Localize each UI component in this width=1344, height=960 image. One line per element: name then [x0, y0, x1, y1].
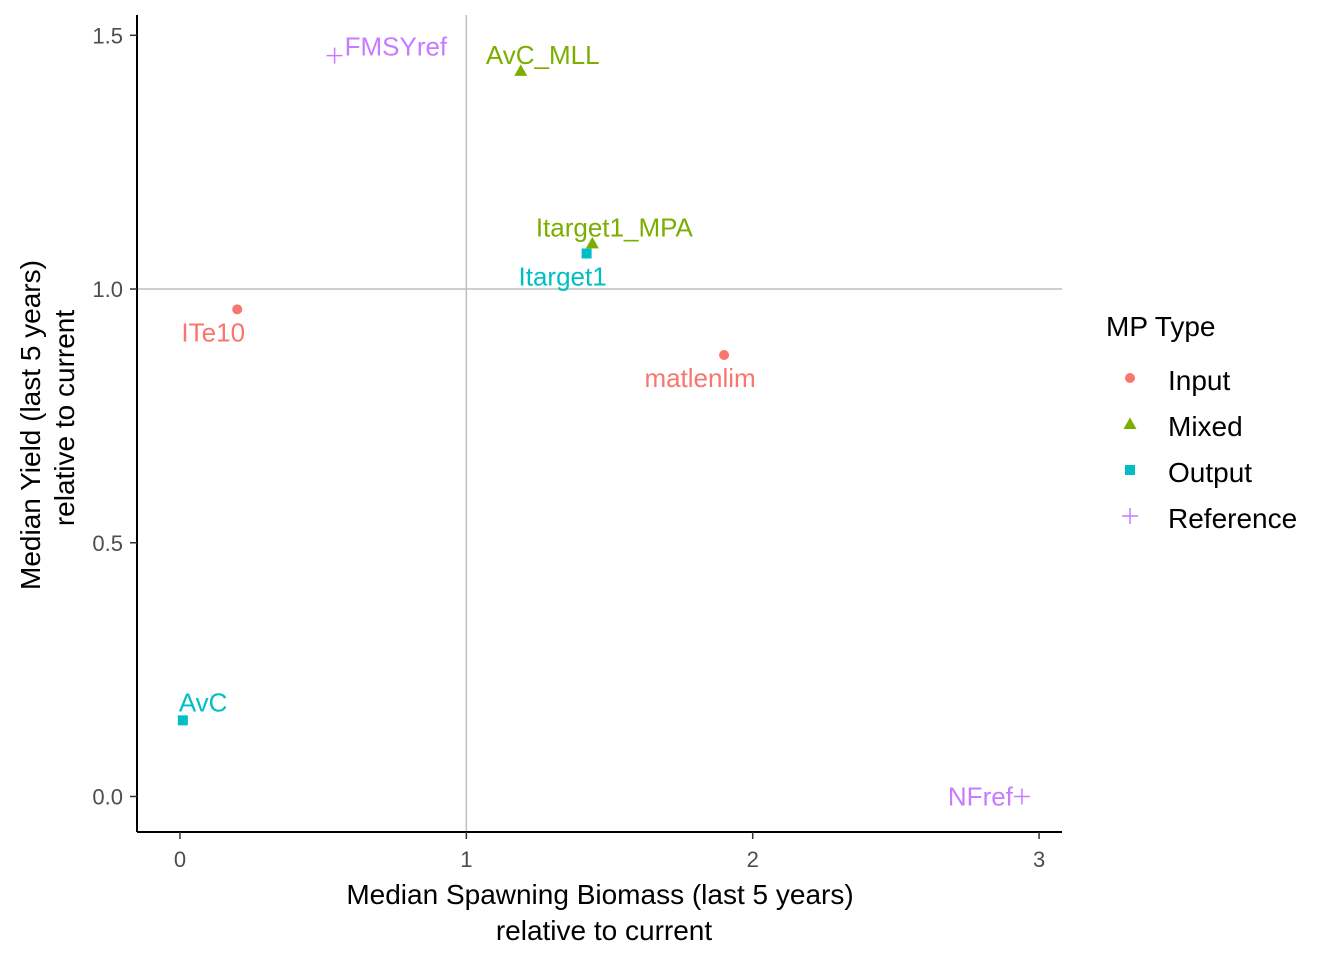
y-tick-label: 0.0 [92, 784, 123, 809]
x-tick-label: 3 [1033, 847, 1045, 872]
axes: 0 1 2 3 0.0 0.5 1.0 1.5 [92, 15, 1062, 872]
point-label-itarget1-mpa: Itarget1_MPA [536, 212, 694, 242]
legend-title: MP Type [1106, 311, 1215, 342]
y-axis-title-line2: relative to current [49, 310, 80, 527]
x-axis-title-line2: relative to current [496, 915, 713, 946]
y-tick-label: 1.5 [92, 23, 123, 48]
legend-label-mixed: Mixed [1168, 411, 1243, 442]
legend: MP Type Input Mixed Output Reference [1106, 311, 1297, 534]
point-avc [177, 715, 188, 726]
point-label-matlenlim: matlenlim [644, 363, 755, 393]
point-labels: FMSYref AvC_MLL Itarget1_MPA Itarget1 ITe10 m… [179, 32, 1014, 812]
x-tick-label: 2 [747, 847, 759, 872]
x-tick-label: 1 [460, 847, 472, 872]
point-itarget1-mpa [585, 236, 599, 249]
point-label-avc-mll: AvC_MLL [486, 40, 600, 70]
legend-label-output: Output [1168, 457, 1252, 488]
point-label-ite10: ITe10 [181, 317, 245, 347]
y-axis-title-line1: Median Yield (last 5 years) [15, 260, 46, 590]
legend-key-mixed [1123, 417, 1137, 429]
x-axis-title-line1: Median Spawning Biomass (last 5 years) [346, 879, 853, 910]
y-tick-label: 1.0 [92, 277, 123, 302]
point-label-avc: AvC [179, 687, 228, 717]
point-avc-mll [514, 64, 528, 76]
legend-key-input [1125, 373, 1135, 383]
reference-lines [137, 15, 1062, 832]
point-label-nfref: NFref [948, 781, 1014, 811]
legend-label-input: Input [1168, 365, 1230, 396]
legend-key-output [1125, 465, 1135, 475]
legend-key-reference [1122, 508, 1138, 524]
y-tick-label: 0.5 [92, 531, 123, 556]
point-ite10 [232, 304, 243, 315]
point-label-fmsyref: FMSYref [345, 32, 448, 62]
point-matlenlim [719, 349, 730, 360]
point-itarget1 [581, 248, 592, 259]
point-nfref [1013, 788, 1030, 805]
point-label-itarget1: Itarget1 [519, 262, 607, 292]
legend-label-reference: Reference [1168, 503, 1297, 534]
data-points [177, 47, 1030, 805]
x-tick-label: 0 [174, 847, 186, 872]
point-fmsyref [326, 47, 343, 64]
